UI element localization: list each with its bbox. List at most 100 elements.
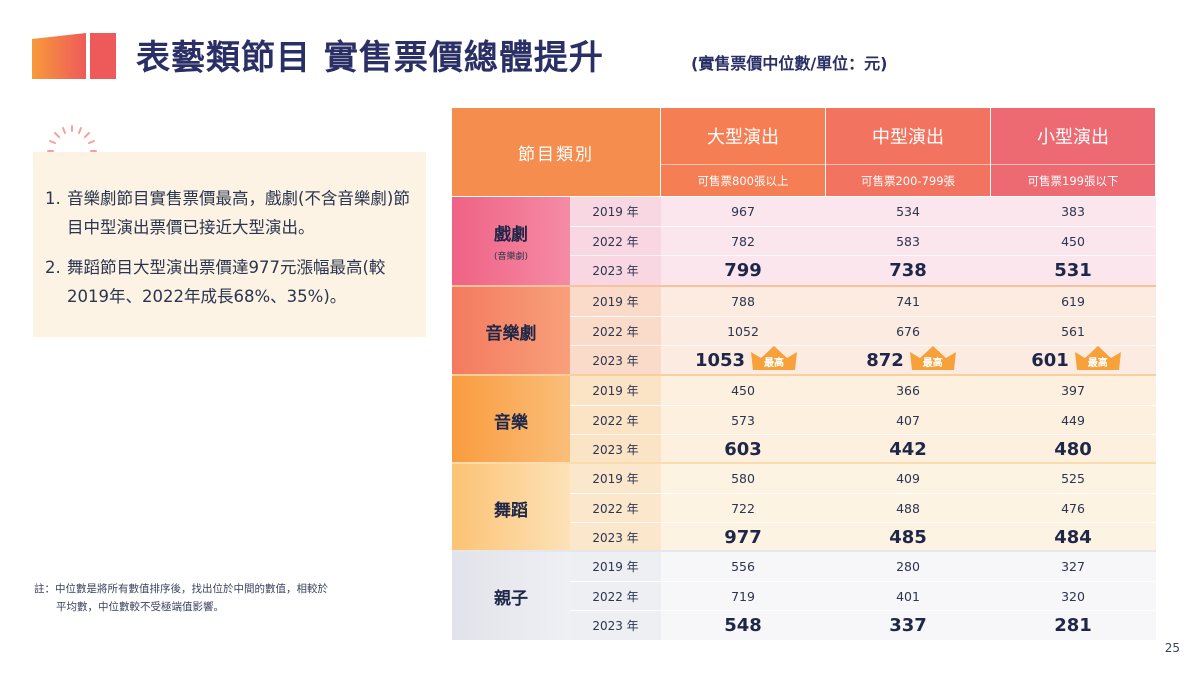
- price-table: 節目類別 大型演出 可售票800張以上 中型演出 可售票200-799張 小型演…: [452, 108, 1156, 640]
- value-cell: 741: [896, 294, 920, 309]
- crown-label: 最高: [764, 357, 785, 369]
- value-cell: 449: [1061, 413, 1085, 428]
- value-cell: 407: [896, 413, 920, 428]
- highlight-value: 601: [1031, 350, 1069, 371]
- column-title: 大型演出: [707, 126, 779, 148]
- value-cell: 561: [1061, 324, 1085, 339]
- value-cell: 619: [1061, 294, 1085, 309]
- footnote-line-2: 平均數，中位數較不受極端值影響。: [56, 601, 224, 613]
- value-cell: 450: [1061, 234, 1085, 249]
- table-row: 2019 年 556 280 327: [570, 552, 1156, 581]
- table-group-musical: 音樂劇 2019 年 788 741 619 2022 年 1052 676 5…: [452, 285, 1156, 375]
- year-cell: 2022 年: [570, 227, 661, 256]
- table-row: 2019 年 967 534 383: [570, 197, 1156, 226]
- value-cell: 397: [1061, 383, 1085, 398]
- summary-card: 1. 音樂劇節目實售票價最高，戲劇(不含音樂劇)節目中型演出票價已接近大型演出。…: [33, 152, 426, 337]
- value-cell: 484: [1054, 527, 1092, 548]
- page-number: 25: [1164, 641, 1180, 655]
- column-header-large: 大型演出 可售票800張以上: [661, 108, 825, 196]
- column-title: 中型演出: [872, 126, 944, 148]
- crown-label: 最高: [922, 357, 943, 369]
- year-cell: 2019 年: [570, 464, 661, 493]
- value-cell: 534: [896, 204, 920, 219]
- table-row: 2022 年 722 488 476: [570, 493, 1156, 523]
- year-cell: 2022 年: [570, 406, 661, 435]
- value-cell: 531: [1054, 260, 1092, 281]
- year-cell: 2023 年: [570, 256, 661, 285]
- category-name: 舞蹈: [494, 500, 528, 521]
- summary-point-1: 1. 音樂劇節目實售票價最高，戲劇(不含音樂劇)節目中型演出票價已接近大型演出。: [45, 184, 416, 242]
- value-cell: 383: [1061, 204, 1085, 219]
- category-note: (音樂劇): [493, 252, 529, 262]
- year-cell: 2023 年: [570, 523, 661, 552]
- page-subtitle: (實售票價中位數/單位：元): [691, 54, 888, 73]
- crown-icon: [909, 345, 956, 370]
- value-cell: 476: [1061, 501, 1085, 516]
- value-cell: 485: [889, 527, 927, 548]
- category-cell: 親子: [452, 552, 570, 640]
- table-row: 2023 年 548 337 281: [570, 610, 1156, 640]
- year-cell: 2019 年: [570, 197, 661, 226]
- table-row: 2023 年 799 738 531: [570, 255, 1156, 285]
- table-row: 2019 年 580 409 525: [570, 464, 1156, 493]
- value-cell: 280: [896, 559, 920, 574]
- category-cell: 戲劇 (音樂劇): [452, 197, 570, 285]
- highlight-value: 1053: [694, 350, 746, 371]
- highlight-value: 872: [866, 350, 904, 371]
- table-row: 2022 年 1052 676 561: [570, 316, 1156, 346]
- table-corner-header: 節目類別: [452, 108, 660, 196]
- value-cell-highlight: 872 最高: [826, 345, 990, 375]
- value-cell: 327: [1061, 559, 1085, 574]
- value-cell: 603: [724, 439, 762, 460]
- point-number: 1.: [45, 189, 61, 208]
- value-cell: 525: [1061, 471, 1085, 486]
- year-cell: 2023 年: [570, 435, 661, 464]
- value-cell: 480: [1054, 439, 1092, 460]
- category-name: 音樂: [494, 412, 528, 433]
- column-desc: 可售票800張以上: [661, 164, 825, 197]
- column-title: 小型演出: [1037, 126, 1109, 148]
- table-row: 2022 年 782 583 450: [570, 226, 1156, 256]
- value-cell: 967: [731, 204, 755, 219]
- value-cell: 722: [731, 501, 755, 516]
- table-row: 2022 年 719 401 320: [570, 581, 1156, 611]
- year-cell: 2022 年: [570, 317, 661, 346]
- column-header-medium: 中型演出 可售票200-799張: [826, 108, 990, 196]
- year-cell: 2023 年: [570, 611, 661, 640]
- year-cell: 2019 年: [570, 376, 661, 405]
- category-name: 戲劇: [494, 225, 528, 245]
- value-cell: 548: [724, 615, 762, 636]
- value-cell: 782: [731, 234, 755, 249]
- point-text: 舞蹈節目大型演出票價達977元漲幅最高(較2019年、2022年成長68%、35…: [67, 258, 386, 306]
- value-cell: 799: [724, 260, 762, 281]
- category-cell: 音樂: [452, 376, 570, 464]
- value-cell: 337: [889, 615, 927, 636]
- value-cell-highlight: 601 最高: [991, 345, 1155, 375]
- page-title: 表藝類節目 實售票價總體提升: [136, 38, 604, 78]
- value-cell: 788: [731, 294, 755, 309]
- value-cell: 281: [1054, 615, 1092, 636]
- category-name: 親子: [494, 588, 528, 609]
- table-group-music: 音樂 2019 年 450 366 397 2022 年 573 407 449…: [452, 374, 1156, 464]
- category-cell: 音樂劇: [452, 287, 570, 375]
- value-cell: 1052: [727, 324, 759, 339]
- table-row: 2019 年 788 741 619: [570, 287, 1156, 316]
- value-cell: 401: [896, 589, 920, 604]
- year-cell: 2022 年: [570, 494, 661, 523]
- category-name: 音樂劇: [485, 323, 537, 344]
- value-cell: 676: [896, 324, 920, 339]
- year-cell: 2022 年: [570, 582, 661, 611]
- crown-icon: [751, 345, 798, 370]
- table-row: 2023 年 977 485 484: [570, 522, 1156, 552]
- year-cell: 2023 年: [570, 346, 661, 375]
- category-cell: 舞蹈: [452, 464, 570, 552]
- year-cell: 2019 年: [570, 552, 661, 581]
- value-cell: 583: [896, 234, 920, 249]
- table-row: 2022 年 573 407 449: [570, 405, 1156, 435]
- value-cell: 442: [889, 439, 927, 460]
- column-desc: 可售票199張以下: [991, 164, 1155, 197]
- year-cell: 2019 年: [570, 287, 661, 316]
- crown-label: 最高: [1087, 357, 1108, 369]
- point-text: 音樂劇節目實售票價最高，戲劇(不含音樂劇)節目中型演出票價已接近大型演出。: [67, 189, 410, 237]
- value-cell-highlight: 1053 最高: [661, 345, 825, 375]
